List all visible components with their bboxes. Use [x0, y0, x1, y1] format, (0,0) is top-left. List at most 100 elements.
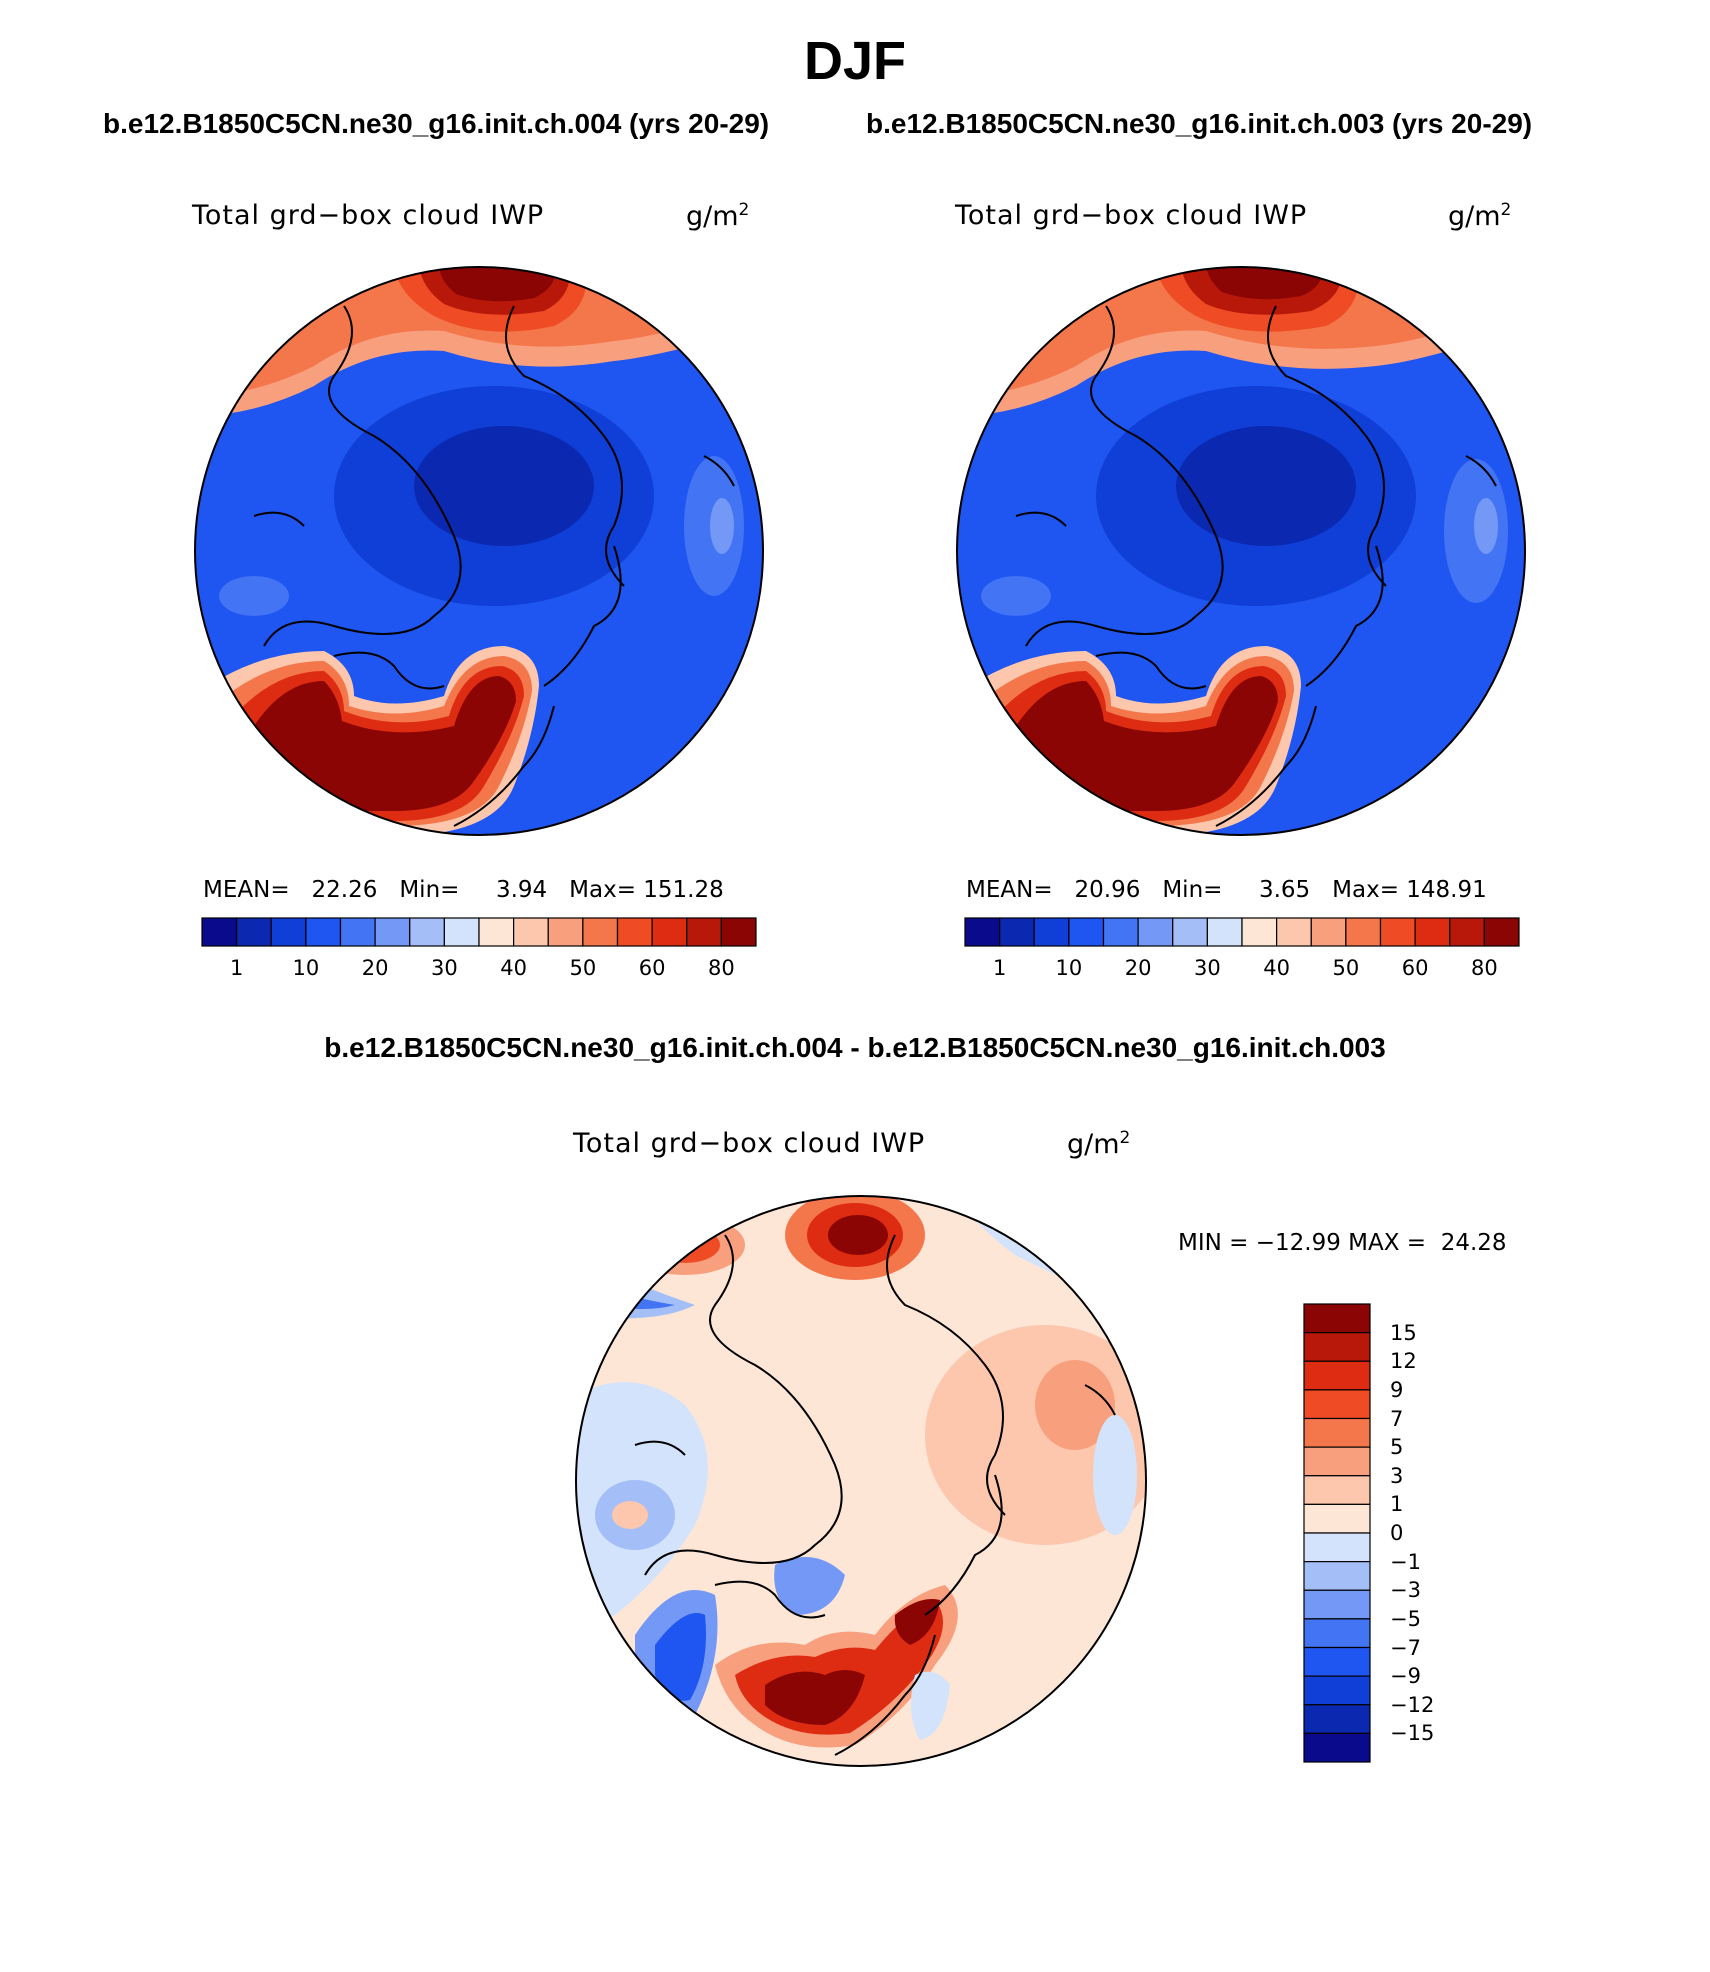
colorbar-left-swatch	[305, 917, 342, 947]
colorbar-left-swatch	[339, 917, 376, 947]
colorbar-right-swatch	[1483, 917, 1520, 947]
colorbar-right-swatch	[1137, 917, 1174, 947]
colorbar-right-swatch	[1379, 917, 1416, 947]
colorbar-right-swatch	[1345, 917, 1382, 947]
colorbar-difference-swatch	[1303, 1589, 1371, 1620]
colorbar-difference-tick-label: −15	[1390, 1721, 1435, 1746]
units-label-right: g/m2	[1448, 200, 1512, 232]
colorbar-difference-swatch	[1303, 1704, 1371, 1734]
colorbar-right-tick-label: 40	[1263, 956, 1290, 980]
colorbar-left-tick-label: 80	[708, 956, 735, 980]
polar-map-left	[194, 266, 764, 836]
colorbar-difference-tick-label: 12	[1390, 1349, 1417, 1374]
colorbar-difference-swatch	[1303, 1618, 1371, 1649]
colorbar-right-swatch	[1068, 917, 1105, 947]
colorbar-right-tick-label: 60	[1401, 956, 1429, 980]
colorbar-right-swatch	[1310, 917, 1347, 947]
colorbar-difference-swatch	[1303, 1561, 1371, 1591]
colorbar-left-tick-label: 50	[569, 956, 597, 980]
variable-label-left: Total grd−box cloud IWP	[192, 200, 545, 231]
colorbar-left-swatch	[616, 917, 653, 947]
stats-left: MEAN= 22.26 Min= 3.94 Max= 151.28	[203, 877, 724, 903]
colorbar-difference-tick-label: −5	[1390, 1606, 1421, 1631]
colorbar-right-tick-label: 50	[1332, 956, 1360, 980]
colorbar-difference-ticks: 15 12 9 7 5 3 1 0 −1 −3 −5 −7 −9 −12 −15	[1390, 1304, 1490, 1762]
colorbar-right-tick-label: 20	[1124, 956, 1152, 980]
colorbar-right-swatch	[964, 917, 1001, 947]
colorbar-difference-tick-label: −12	[1390, 1692, 1435, 1717]
diff-min-max: MIN = −12.99 MAX = 24.28	[1178, 1230, 1507, 1256]
colorbar-left-tick-label: 60	[638, 956, 666, 980]
colorbar-left-tick-label: 20	[361, 956, 389, 980]
colorbar-difference-swatch	[1303, 1446, 1371, 1477]
colorbar-right-swatch	[1241, 917, 1278, 947]
colorbar-left-tick-label: 1	[229, 956, 244, 980]
colorbar-right	[964, 917, 1520, 947]
colorbar-difference-tick-label: 9	[1390, 1377, 1404, 1402]
colorbar-difference	[1303, 1303, 1371, 1763]
colorbar-difference-tick-label: −7	[1390, 1635, 1421, 1660]
colorbar-difference-swatch	[1303, 1389, 1371, 1420]
colorbar-difference-tick-label: 0	[1390, 1521, 1404, 1545]
colorbar-left-swatch	[686, 917, 722, 947]
colorbar-right-ticks: 1 10 20 30 40 50 60 80	[965, 956, 1519, 986]
units-label-diff: g/m2	[1067, 1128, 1131, 1160]
polar-map-right	[956, 266, 1526, 836]
colorbar-left-swatch	[443, 917, 480, 947]
colorbar-difference-tick-label: 1	[1390, 1492, 1404, 1517]
colorbar-difference-tick-label: 5	[1390, 1435, 1404, 1460]
colorbar-right-swatch	[999, 917, 1035, 947]
colorbar-left-tick-label: 30	[431, 956, 458, 980]
colorbar-difference-tick-label: 3	[1390, 1463, 1404, 1488]
colorbar-difference-swatch	[1303, 1303, 1371, 1334]
case-label-right: b.e12.B1850C5CN.ne30_g16.init.ch.003 (yr…	[866, 108, 1533, 139]
colorbar-difference-tick-label: −3	[1390, 1578, 1421, 1603]
colorbar-left	[201, 917, 757, 947]
main-title: DJF	[803, 31, 906, 91]
colorbar-left-tick-label: 40	[500, 956, 527, 980]
colorbar-difference-tick-label: −1	[1390, 1549, 1421, 1574]
colorbar-left-swatch	[720, 917, 757, 947]
colorbar-difference-tick-label: 15	[1390, 1320, 1417, 1345]
colorbar-right-swatch	[1449, 917, 1485, 947]
colorbar-right-swatch	[1414, 917, 1451, 947]
colorbar-right-tick-label: 30	[1194, 956, 1221, 980]
colorbar-right-swatch	[1172, 917, 1208, 947]
colorbar-left-swatch	[374, 917, 411, 947]
colorbar-left-swatch	[582, 917, 619, 947]
colorbar-difference-tick-label: 7	[1390, 1406, 1404, 1431]
colorbar-left-swatch	[478, 917, 515, 947]
colorbar-difference-swatch	[1303, 1475, 1371, 1505]
colorbar-difference-swatch	[1303, 1332, 1371, 1362]
colorbar-difference-swatch	[1303, 1417, 1371, 1448]
colorbar-difference-swatch	[1303, 1732, 1371, 1763]
colorbar-difference-swatch	[1303, 1675, 1371, 1706]
units-label-left: g/m2	[686, 200, 750, 232]
colorbar-right-tick-label: 1	[992, 956, 1007, 980]
colorbar-left-swatch	[651, 917, 688, 947]
colorbar-left-ticks: 1 10 20 30 40 50 60 80	[202, 956, 756, 986]
colorbar-left-swatch	[513, 917, 549, 947]
polar-map-difference	[575, 1195, 1147, 1767]
colorbar-left-swatch	[547, 917, 584, 947]
colorbar-left-swatch	[409, 917, 445, 947]
colorbar-difference-swatch	[1303, 1360, 1371, 1391]
colorbar-difference-tick-label: −9	[1390, 1664, 1421, 1689]
colorbar-right-swatch	[1033, 917, 1070, 947]
colorbar-right-swatch	[1206, 917, 1243, 947]
colorbar-right-swatch	[1276, 917, 1312, 947]
variable-label-diff: Total grd−box cloud IWP	[573, 1128, 926, 1159]
colorbar-left-swatch	[236, 917, 272, 947]
case-label-left: b.e12.B1850C5CN.ne30_g16.init.ch.004 (yr…	[103, 108, 770, 139]
colorbar-difference-swatch	[1303, 1646, 1371, 1677]
colorbar-left-swatch	[201, 917, 238, 947]
stats-right: MEAN= 20.96 Min= 3.65 Max= 148.91	[966, 877, 1487, 903]
difference-title: b.e12.B1850C5CN.ne30_g16.init.ch.004 - b…	[324, 1032, 1386, 1063]
colorbar-right-swatch	[1102, 917, 1139, 947]
colorbar-left-tick-label: 10	[292, 956, 320, 980]
colorbar-difference-swatch	[1303, 1503, 1371, 1534]
colorbar-right-tick-label: 80	[1471, 956, 1498, 980]
variable-label-right: Total grd−box cloud IWP	[955, 200, 1308, 231]
colorbar-left-swatch	[270, 917, 307, 947]
colorbar-right-tick-label: 10	[1055, 956, 1083, 980]
